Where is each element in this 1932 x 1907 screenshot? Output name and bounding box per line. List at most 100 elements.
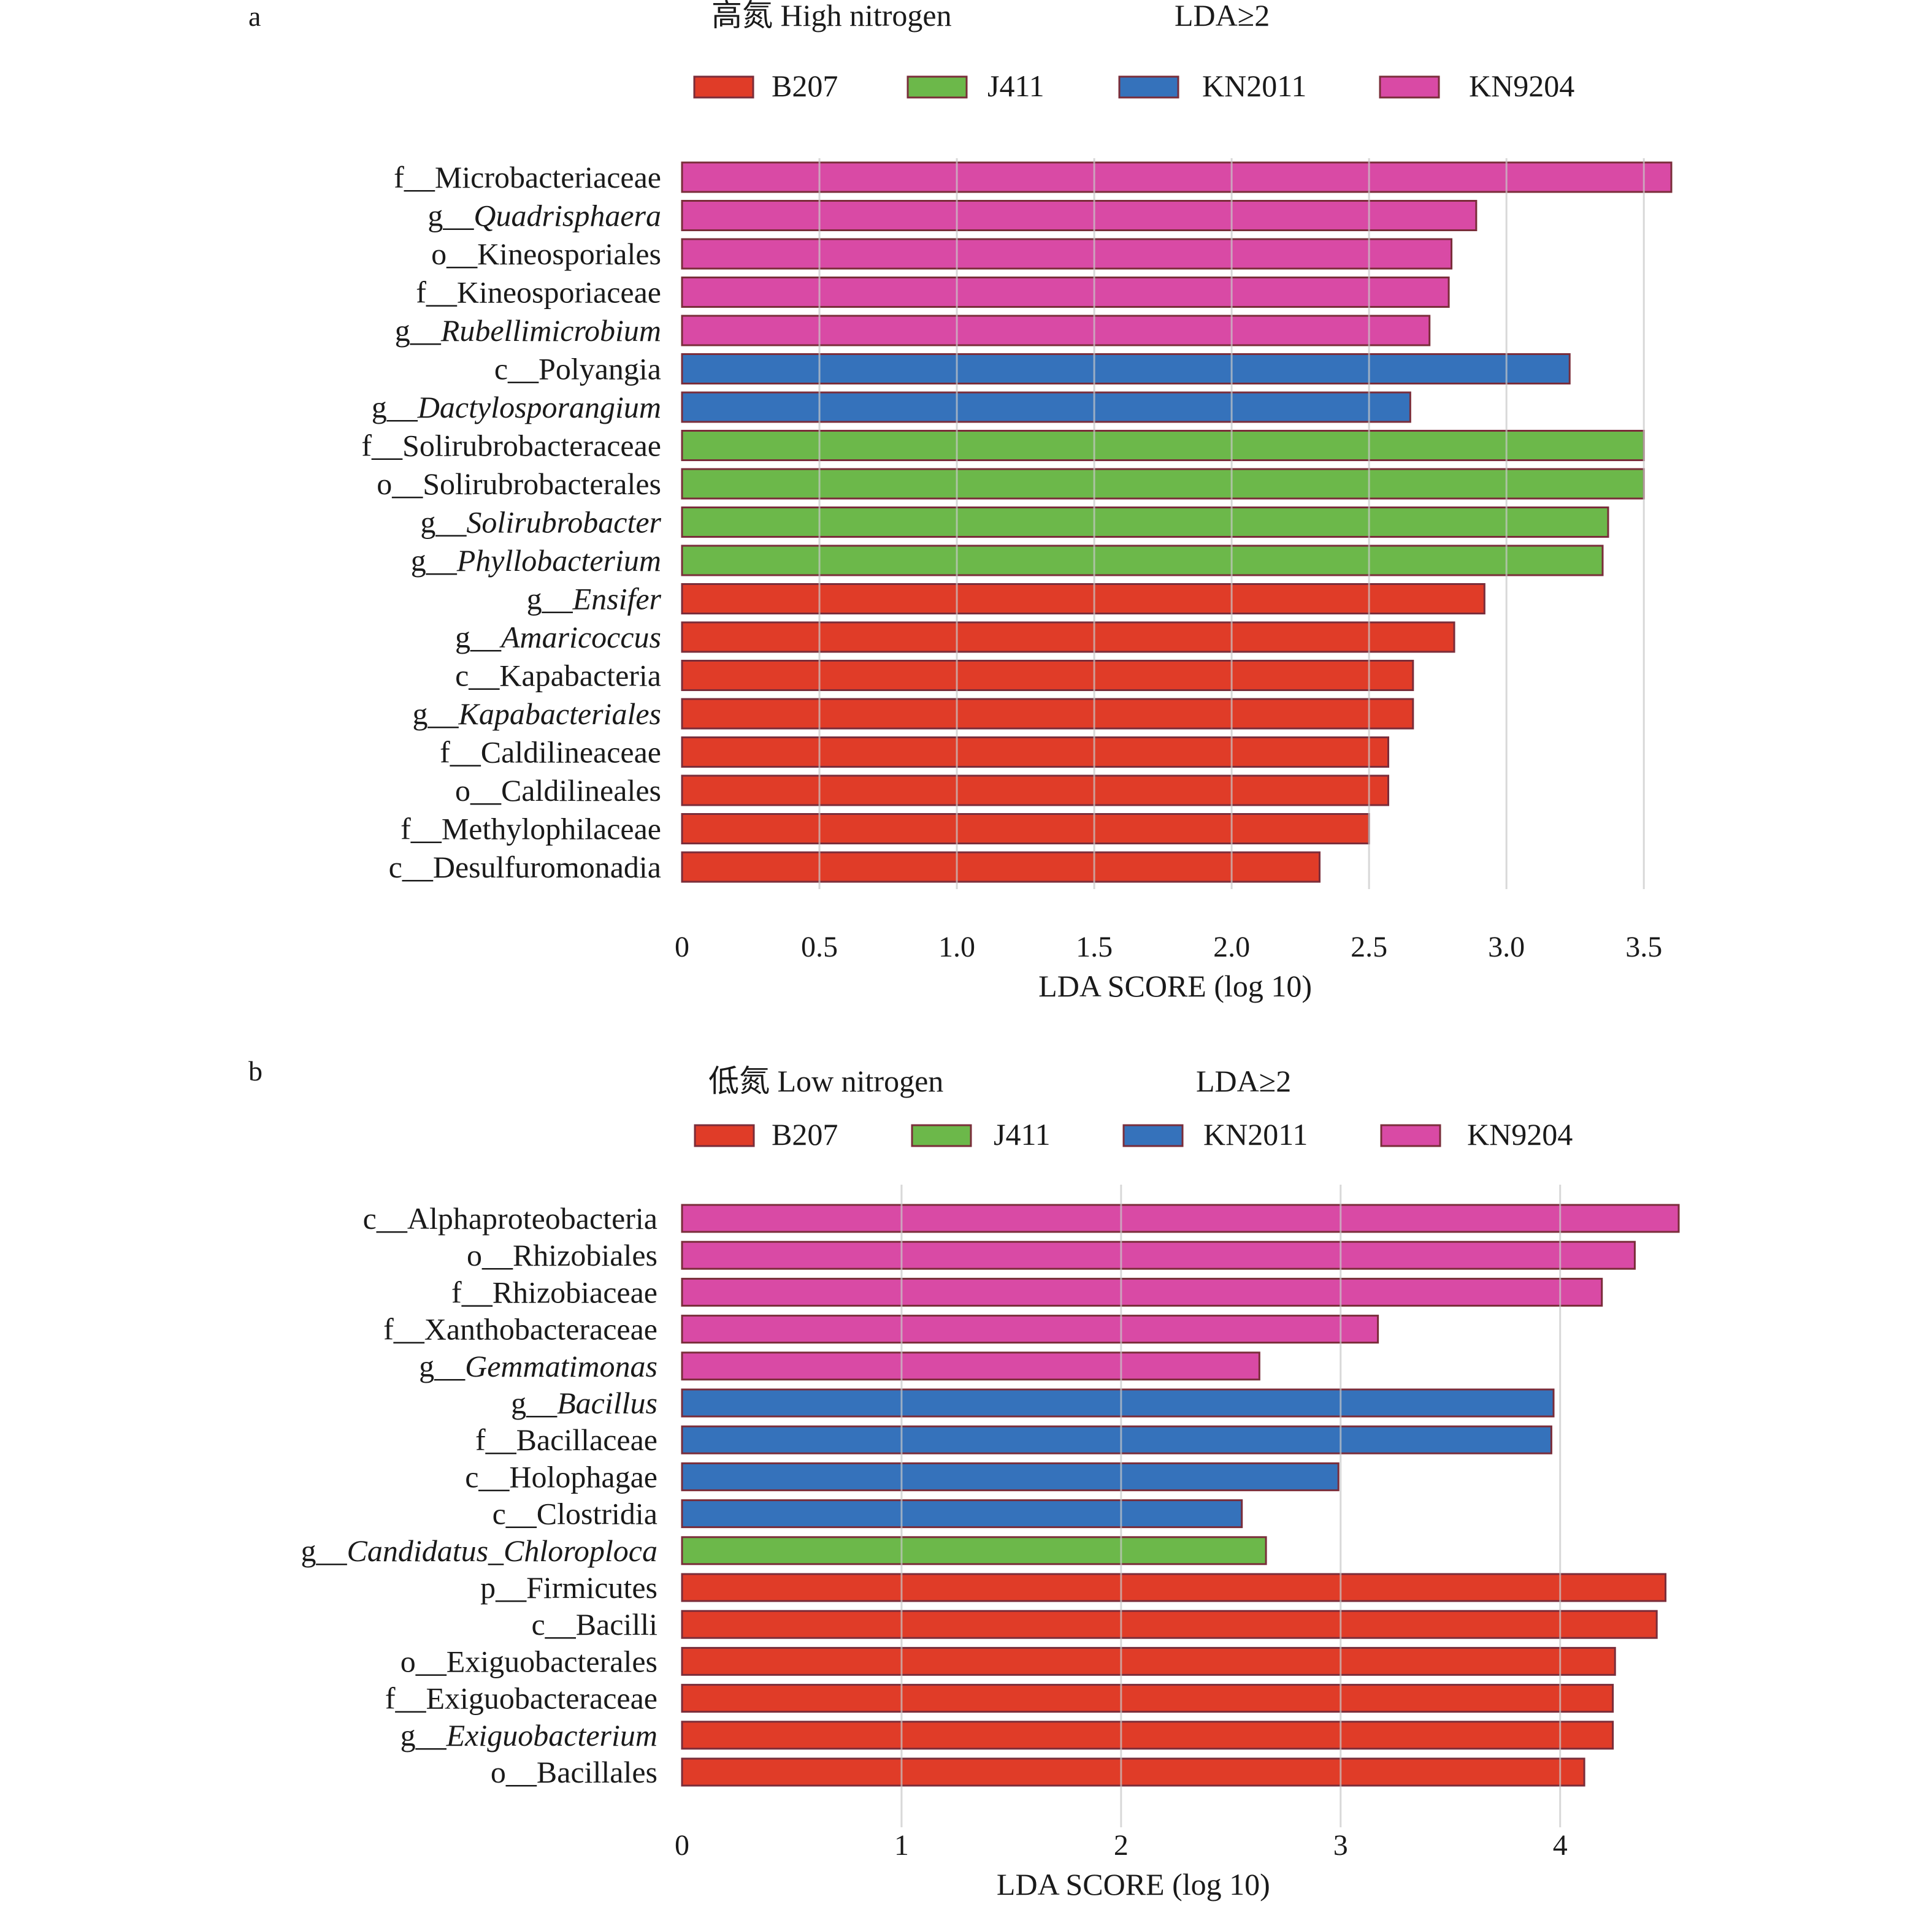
bar-exiguobacteraceae [681,1684,1614,1713]
bar-alphaproteobacteria [681,1204,1680,1233]
category-label: f__Xanthobacteraceae [383,1312,657,1347]
x-tick-label: 0 [675,1829,689,1862]
legend-label-b207: B207 [772,69,838,103]
panel-letter: b [248,1055,263,1087]
bar-kapabacteriales [681,698,1414,730]
legend-swatch-kn2011 [1118,75,1179,99]
x-tick-label: 3 [1333,1829,1348,1862]
category-label: f__Kineosporiaceae [416,275,661,310]
legend-label-j411: J411 [987,69,1045,103]
category-label: g__Ensifer [527,582,662,616]
category-label: g__Gemmatimonas [419,1349,657,1383]
category-label: c__Desulfuromonadia [389,850,661,884]
legend: B207 J411 KN2011 KN9204 [693,69,1574,103]
legend-swatch-j411 [911,1124,972,1147]
category-label: c__Polyangia [494,352,661,386]
bar-polyangia [681,353,1571,384]
x-axis-label: LDA SCORE (log 10) [1038,969,1312,1003]
category-label: c__Bacilli [531,1607,657,1641]
x-tick-label: 3.0 [1488,931,1525,963]
category-label: o__Rhizobiales [467,1238,657,1272]
category-label: f__Rhizobiaceae [451,1275,657,1309]
bar-bacillaceae [681,1425,1552,1454]
legend-label-j411: J411 [994,1117,1051,1152]
category-label: g__Kapabacteriales [412,697,661,731]
x-tick-label: 2.5 [1351,931,1387,963]
bar-bacillales [681,1757,1585,1787]
bar-microbacteriaceae [681,161,1673,193]
legend-swatch-kn9204 [1380,1124,1441,1147]
bar-firmicutes [681,1573,1667,1602]
legend-label-kn9204: KN9204 [1469,69,1574,103]
bar-rhizobiales [681,1240,1636,1270]
category-label: o__Exiguobacterales [401,1644,657,1678]
bar-kapabacteria [681,660,1414,691]
category-label: f__Exiguobacteraceae [385,1681,657,1716]
bar-kineosporiales [681,238,1453,270]
bar-methylophilaceae [681,813,1370,844]
x-axis-label: LDA SCORE (log 10) [997,1867,1270,1901]
category-label: g__Amaricoccus [455,620,661,654]
lefse-panel-b: b 低氮 Low nitrogen LDA≥2 B207 J411 KN2011 KN920… [248,1055,1680,1901]
legend-label-b207: B207 [772,1117,838,1152]
category-label: f__Methylophilaceae [401,812,661,846]
legend-swatch-kn2011 [1122,1124,1184,1147]
bar-clostridia [681,1499,1243,1529]
category-label: g__Rubellimicrobium [395,313,661,348]
panel-letter: a [248,1,261,32]
category-label: c__Holophagae [465,1459,657,1494]
legend-label-kn9204: KN9204 [1467,1117,1573,1152]
category-label: o__Solirubrobacterales [377,467,661,501]
bar-holophagae [681,1462,1340,1491]
bar-exiguobacterales [681,1646,1616,1676]
category-label: g__Bacillus [511,1386,657,1420]
category-label: c__Clostridia [493,1497,657,1531]
chart-title: 低氮 Low nitrogen [708,1064,943,1098]
category-label: g__Exiguobacterium [401,1718,657,1752]
category-label: f__Microbacteriaceae [394,160,661,194]
bar-ensifer [681,583,1485,614]
bar-dactylosporangium [681,391,1411,423]
category-label: c__Kapabacteria [455,659,661,693]
category-label: g__Dactylosporangium [372,390,661,424]
x-tick-label: 2.0 [1213,931,1250,963]
x-tick-label: 1 [894,1829,909,1862]
bar-phyllobacterium [681,545,1604,576]
bar-gemmatimonas [681,1351,1260,1381]
legend-label-kn2011: KN2011 [1203,1117,1308,1152]
legend-label-kn2011: KN2011 [1202,69,1306,103]
bar-quadrisphaera [681,200,1478,231]
category-label: f__Bacillaceae [475,1423,657,1457]
x-tick-label: 1.5 [1076,931,1113,963]
bar-solirubrobacteraceae [681,430,1645,461]
bar-rhizobiaceae [681,1277,1603,1307]
x-tick-label: 3.5 [1625,931,1662,963]
lefse-panel-a: a 高氮 High nitrogen LDA≥2 B207 J411 KN2011 KN92… [248,0,1673,1003]
bar-caldilineaceae [681,736,1390,768]
bar-amaricoccus [681,621,1455,653]
category-label: f__Caldilineaceae [440,735,661,770]
legend-swatch-kn9204 [1379,75,1440,99]
bar-caldilineales [681,774,1390,806]
bar-exiguobacterium [681,1721,1614,1750]
chart-subtitle: LDA≥2 [1175,0,1270,32]
category-label: g__Solirubrobacter [420,505,661,540]
chart-title: 高氮 High nitrogen [711,0,952,32]
category-label: g__Quadrisphaera [427,199,661,233]
x-tick-label: 0 [675,931,689,963]
category-label: o__Bacillales [491,1755,657,1789]
bar-solirubrobacter [681,506,1609,538]
x-tick-label: 4 [1553,1829,1568,1862]
category-label: p__Firmicutes [480,1570,657,1605]
category-label: o__Kineosporiales [431,237,661,271]
x-tick-label: 1.0 [938,931,975,963]
x-tick-label: 2 [1114,1829,1129,1862]
x-tick-label: 0.5 [801,931,838,963]
bar-kineosporiaceae [681,277,1450,308]
legend-swatch-b207 [693,75,754,99]
category-label: g__Phyllobacterium [411,543,661,578]
category-label: c__Alphaproteobacteria [363,1201,657,1236]
bar-desulfuromonadia [681,851,1321,883]
category-label: g__Candidatus_Chloroploca [301,1534,657,1568]
bar-bacillus [681,1388,1555,1418]
